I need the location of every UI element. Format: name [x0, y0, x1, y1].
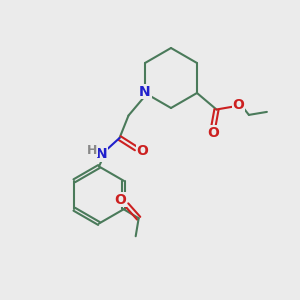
- Text: O: O: [208, 126, 219, 140]
- Text: O: O: [232, 98, 244, 112]
- Text: N: N: [96, 148, 107, 161]
- Text: O: O: [115, 193, 127, 207]
- Text: N: N: [139, 85, 151, 98]
- Text: H: H: [87, 143, 98, 157]
- Text: O: O: [137, 145, 148, 158]
